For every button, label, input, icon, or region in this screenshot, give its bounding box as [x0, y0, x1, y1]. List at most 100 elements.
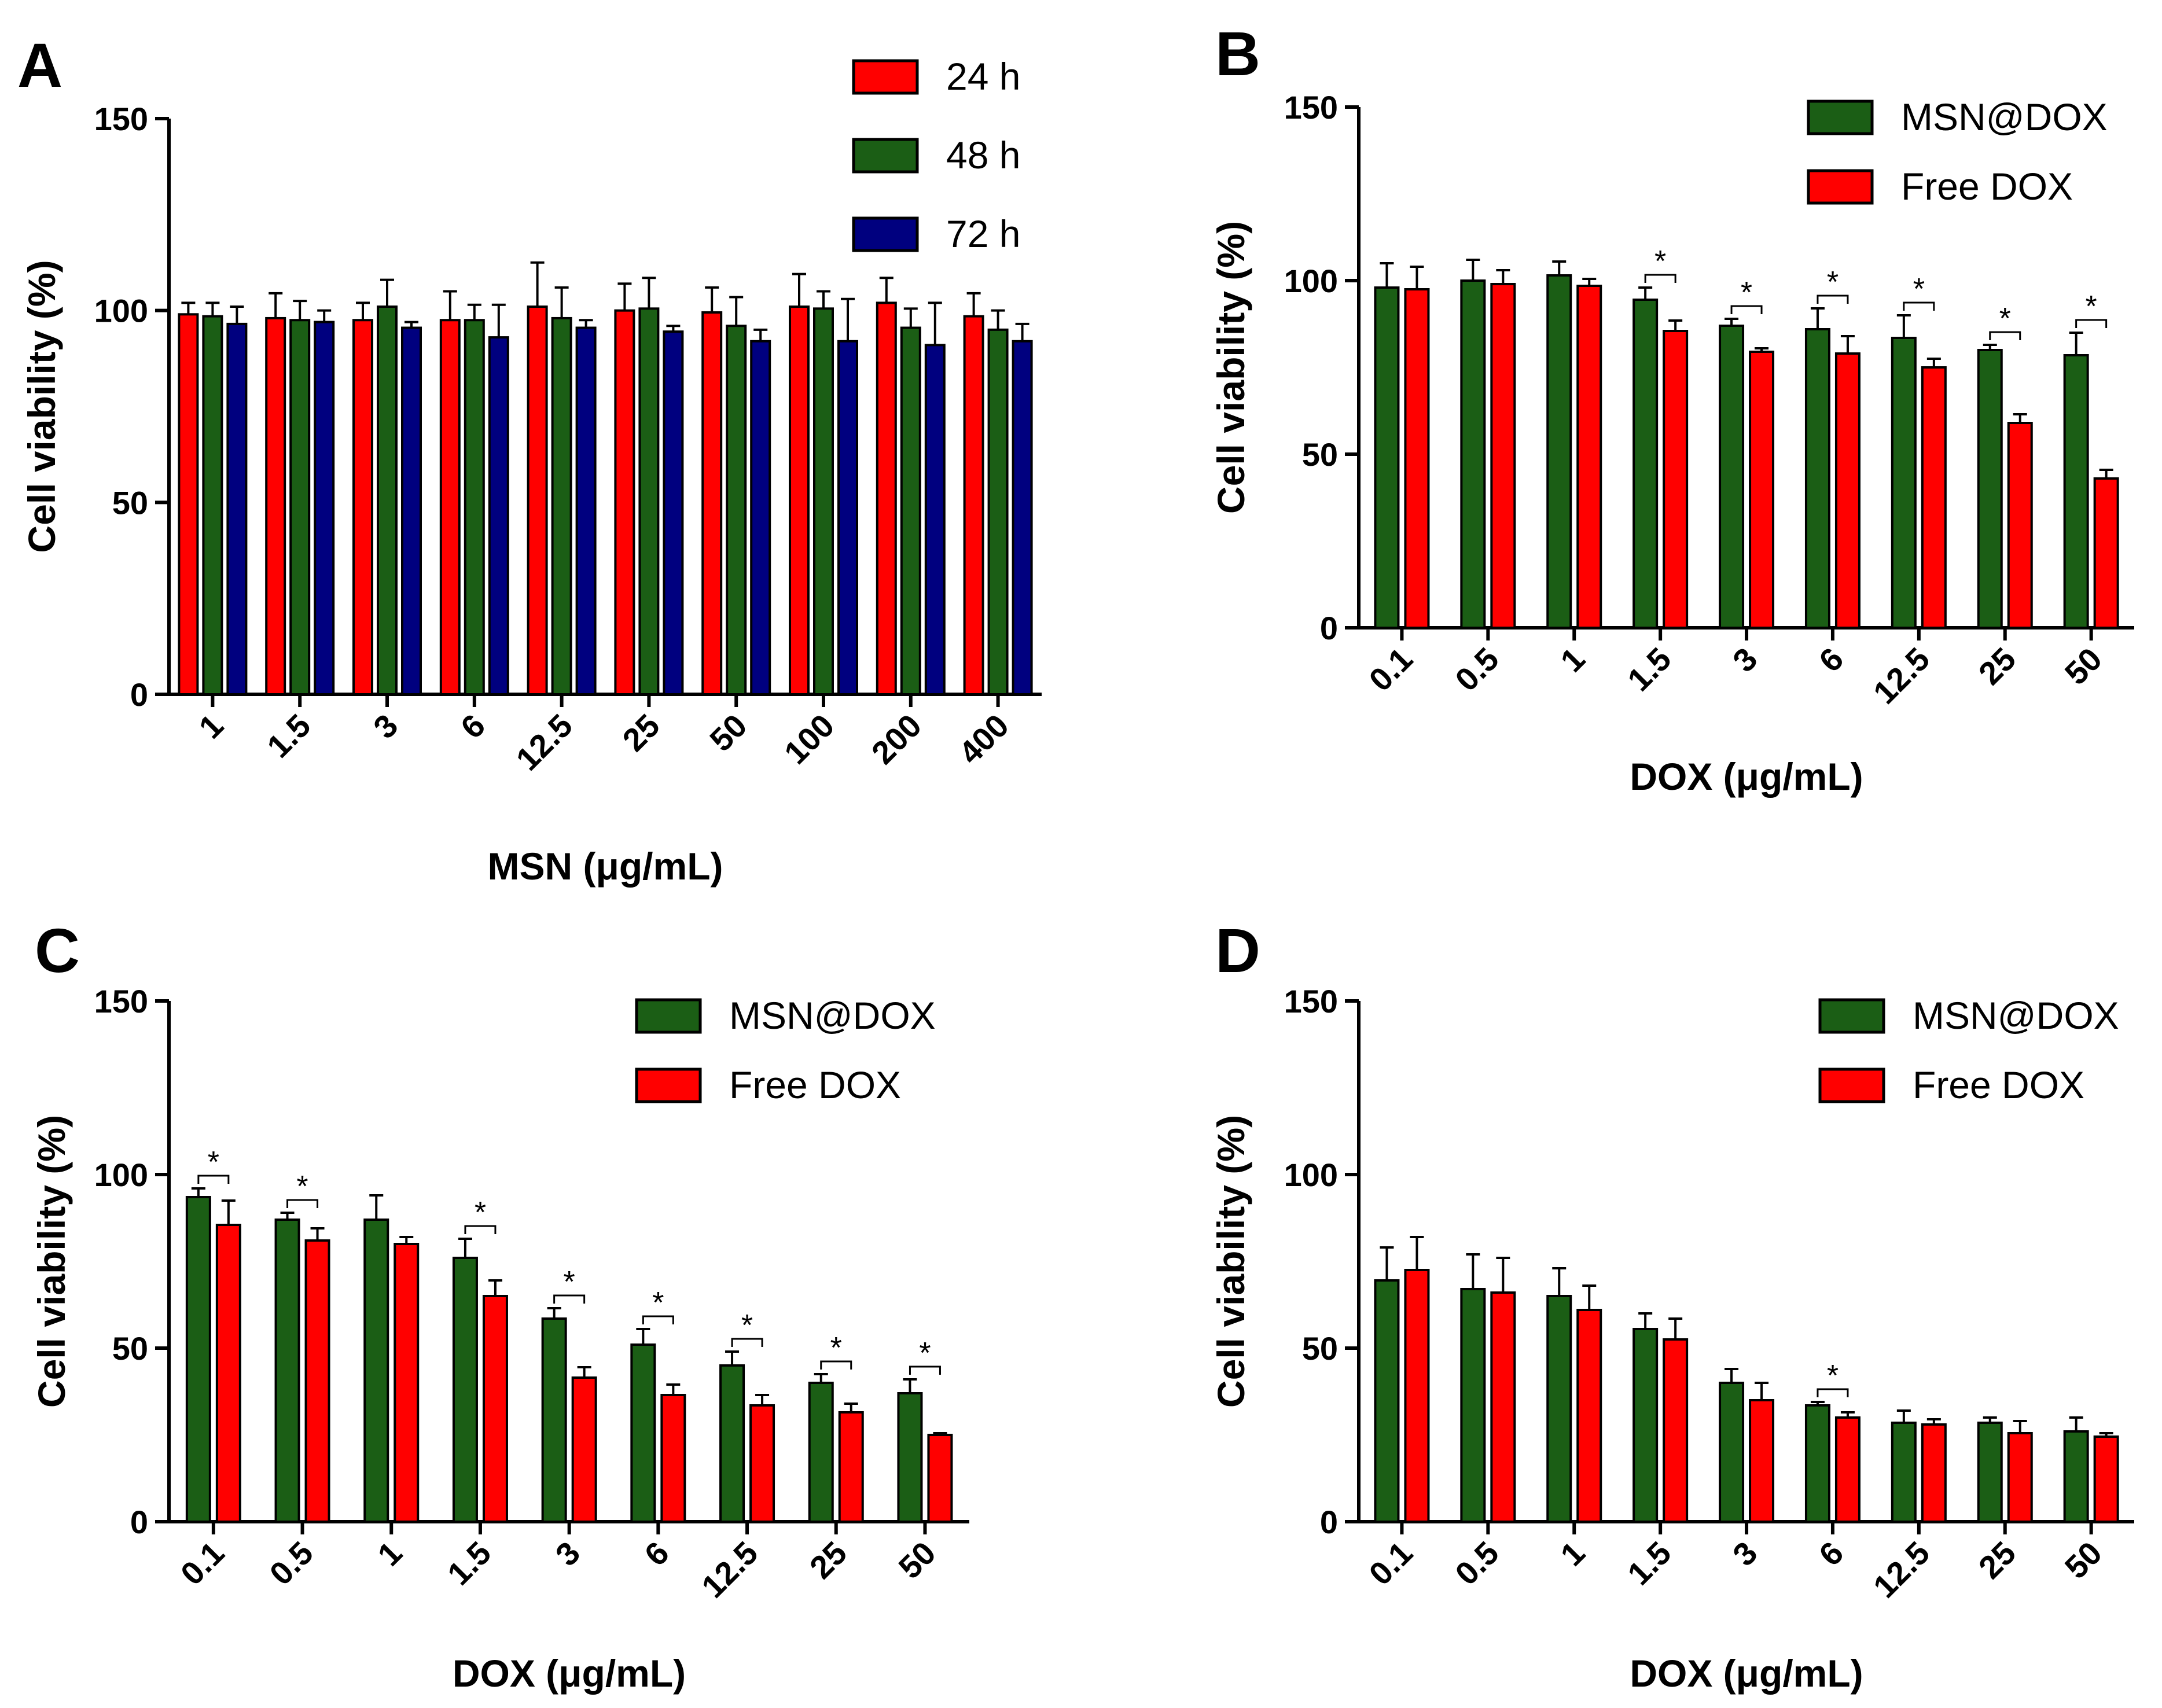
panel-a-bar-red: [352, 319, 373, 695]
panel-a-x-tick-label: 50: [703, 707, 754, 759]
panel-b: B Cell viability (%) DOX (μg/mL) 0 50 100 1…: [1209, 19, 2134, 798]
panel-c-significance-bracket: [909, 1365, 941, 1375]
panel-b-x-tick-label: 6: [1812, 640, 1851, 679]
panel-c-significance-bracket: [464, 1225, 497, 1234]
panel-a-bar-blue: [488, 336, 509, 695]
panel-c-significance-bracket: [286, 1199, 319, 1208]
panel-b-bar-green: [2063, 354, 2089, 629]
panel-d-bar-red: [2093, 1435, 2119, 1523]
panel-d-bar-red: [1663, 1338, 1689, 1523]
panel-c-bar-red: [304, 1239, 330, 1523]
panel-b-bar-red: [1404, 288, 1430, 629]
panel-d-legend-label: Free DOX: [1913, 1063, 2084, 1106]
panel-b-legend-label: MSN@DOX: [1901, 95, 2108, 138]
panel-b-bar-red: [2007, 422, 2033, 629]
panel-a-bar-green: [813, 307, 834, 695]
panel-a-bar-green: [464, 319, 485, 695]
panel-d-plot: 0 50 100 150 0.1 0.5 1 1.5 3 6 * 12.5 25 50: [1284, 983, 2134, 1605]
panel-c-bar-green: [452, 1257, 478, 1523]
panel-d-bar-red: [2007, 1432, 2033, 1523]
panel-c-x-tick-label: 3: [549, 1534, 587, 1573]
panel-a-bar-blue: [401, 326, 422, 695]
panel-a-bar-green: [987, 328, 1009, 695]
panel-c-significance-star: *: [919, 1337, 931, 1370]
panel-c-bar-red: [927, 1434, 953, 1523]
panel-d-y-tick-label: 0: [1320, 1504, 1338, 1540]
panel-d-y-tick-label: 50: [1302, 1330, 1338, 1367]
panel-a-bar-red: [789, 305, 810, 695]
panel-b-bar-green: [1804, 328, 1830, 629]
panel-d-x-tick-label: 50: [2058, 1534, 2109, 1586]
panel-d-bar-red: [1749, 1399, 1775, 1523]
panel-a-x-tick-label: 12.5: [509, 707, 579, 778]
panel-a-bar-red: [963, 315, 984, 695]
panel-b-x-tick-label: 0.1: [1362, 640, 1420, 698]
panel-b-significance-bracket: [1903, 301, 1935, 311]
panel-b-x-tick-label: 0.5: [1448, 640, 1506, 698]
panel-d-x-tick-label: 0.5: [1448, 1534, 1506, 1592]
panel-d-bar-green: [1804, 1404, 1830, 1523]
panel-d-bar-green: [1891, 1422, 1917, 1523]
panel-c-y-tick-label: 50: [112, 1330, 148, 1367]
panel-a-bar-blue: [1012, 340, 1033, 695]
panel-b-bar-red: [1490, 283, 1516, 629]
panel-c-bar-green: [185, 1196, 211, 1523]
panel-c-significance-star: *: [296, 1170, 308, 1203]
panel-d-bar-green: [1719, 1382, 1745, 1523]
panel-d-significance-bracket: [1817, 1388, 1849, 1397]
panel-c-x-tick-label: 1: [370, 1534, 409, 1573]
panel-b-legend: MSN@DOX Free DOX: [1807, 95, 2108, 208]
panel-b-x-tick-label: 12.5: [1866, 640, 1937, 711]
panel-d-y-axis-title: Cell viability (%): [1209, 1115, 1252, 1408]
panel-a-bar-red: [701, 311, 723, 695]
panel-a-x-tick-label: 400: [951, 707, 1016, 771]
panel-c-bar-red: [482, 1295, 508, 1523]
panel-a-bar-blue: [924, 344, 946, 695]
panel-c-significance-bracket: [820, 1360, 852, 1370]
panel-d-bar-red: [1834, 1416, 1861, 1523]
panel-a-bar-green: [289, 319, 311, 695]
panel-b-bar-green: [1719, 325, 1745, 629]
panel-d-y-tick-label: 100: [1284, 1157, 1338, 1193]
panel-b-significance-star: *: [1741, 276, 1752, 310]
panel-a-y-tick-label: 150: [94, 101, 148, 137]
panel-d-bar-red: [1490, 1291, 1516, 1523]
panel-c-bar-green: [363, 1219, 389, 1523]
panel-a-bar-blue: [663, 330, 684, 695]
panel-a-bar-green: [638, 307, 660, 695]
panel-a-bar-blue: [314, 321, 335, 695]
panel-c-bar-red: [571, 1376, 597, 1523]
panel-a-x-tick-label: 3: [366, 707, 405, 746]
panel-b-bar-green: [1891, 337, 1917, 629]
panel-d-x-tick-label: 3: [1726, 1534, 1764, 1573]
panel-b-bar-red: [1576, 285, 1602, 629]
panel-c-legend-swatch-red: [635, 1068, 702, 1103]
panel-c-x-tick-label: 1.5: [440, 1534, 498, 1592]
panel-d-legend-label: MSN@DOX: [1913, 994, 2119, 1037]
panel-c-significance-star: *: [741, 1309, 753, 1342]
panel-d-bar-green: [1632, 1328, 1659, 1523]
panel-a-bar-blue: [837, 340, 858, 695]
panel-a-legend-label: 72 h: [946, 212, 1020, 255]
panel-a-bar-red: [527, 305, 548, 695]
panel-c-x-tick-label: 0.5: [262, 1534, 320, 1592]
panel-b-legend-swatch-green: [1807, 100, 1874, 135]
panel-c-bar-green: [630, 1343, 656, 1523]
panel-c-y-tick-label: 150: [94, 983, 148, 1019]
panel-c-significance-star: *: [564, 1265, 575, 1299]
panel-d-x-tick-label: 1: [1553, 1534, 1592, 1573]
panel-c-bar-green: [897, 1392, 923, 1523]
panel-c-x-tick-label: 0.1: [174, 1534, 231, 1592]
panel-a-bar-red: [876, 301, 897, 695]
panel-d-x-tick-label: 1.5: [1620, 1534, 1678, 1592]
panel-c-y-tick-label: 100: [94, 1157, 148, 1193]
panel-d-x-tick-label: 12.5: [1866, 1534, 1937, 1605]
panel-a-legend-swatch-green: [852, 138, 919, 174]
panel-c-bar-red: [838, 1411, 864, 1523]
panel-b-significance-star: *: [1654, 245, 1666, 278]
panel-b-significance-bracket: [1989, 331, 2021, 340]
panel-b-x-tick-label: 50: [2058, 640, 2109, 692]
panel-b-bar-green: [1374, 286, 1400, 629]
panel-a-x-tick-label: 25: [615, 707, 667, 759]
